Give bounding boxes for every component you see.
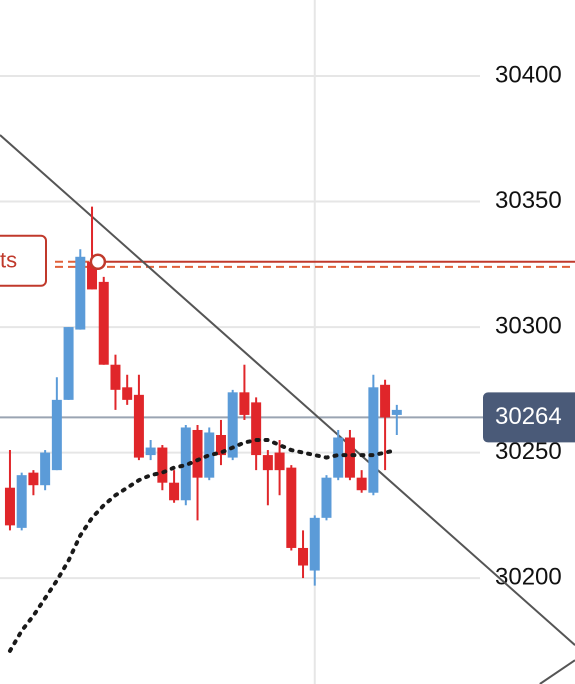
candle-body — [87, 261, 98, 290]
candle-body — [380, 384, 391, 418]
candle-body — [192, 429, 203, 478]
candle-body — [133, 394, 144, 458]
trend-line — [0, 134, 575, 646]
candle-body — [204, 432, 215, 478]
candle-body — [333, 437, 344, 478]
candle-body — [40, 452, 51, 486]
trend-line — [539, 659, 575, 684]
alert-label-box — [0, 234, 47, 287]
candle-body — [145, 447, 156, 456]
candle-body — [51, 399, 62, 471]
y-tick-label: 30300 — [495, 312, 562, 339]
candle-body — [262, 455, 273, 471]
candle-body — [122, 387, 133, 400]
candle-body — [298, 547, 309, 566]
candle-body — [75, 256, 86, 330]
y-tick-label: 30400 — [495, 61, 562, 88]
alert-point — [89, 253, 107, 271]
current-price-box — [483, 392, 575, 443]
y-tick-label: 30350 — [495, 187, 562, 214]
candle-body — [180, 427, 191, 501]
current-price-label: 30264 — [495, 403, 562, 430]
candle-body — [28, 472, 39, 486]
candle-body — [286, 467, 297, 548]
candle-body — [110, 364, 121, 390]
candle-body — [274, 452, 285, 471]
candle-body — [356, 477, 367, 491]
candle-body — [391, 409, 402, 415]
candle-body — [227, 392, 238, 458]
candle-body — [344, 437, 355, 478]
candle-body — [16, 475, 27, 528]
y-tick-label: 30200 — [495, 563, 562, 590]
alert-label: ts — [0, 248, 17, 273]
candle-body — [309, 517, 320, 571]
candle-body — [251, 402, 262, 456]
candle-body — [98, 281, 109, 365]
candle-body — [4, 487, 15, 526]
candle-body — [63, 327, 74, 400]
candle-body — [321, 477, 332, 518]
candle-body — [239, 392, 250, 415]
candle-body — [215, 434, 226, 456]
candle-body — [157, 447, 168, 483]
candle-body — [368, 387, 379, 493]
candle-body — [169, 482, 180, 501]
